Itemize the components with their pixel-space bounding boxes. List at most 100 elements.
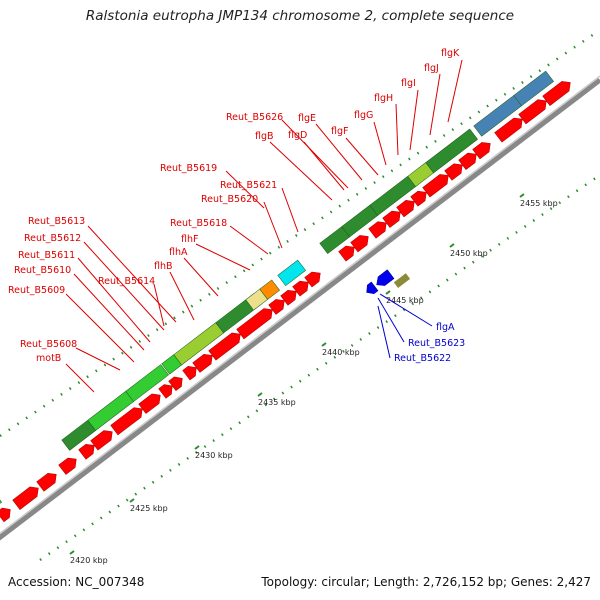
leader-line-red-5 xyxy=(345,137,379,176)
gene-label-red-6: Reut_B5626 xyxy=(226,112,283,123)
track-block-3 xyxy=(125,364,169,402)
gene-label-red-4: flgG xyxy=(354,110,373,121)
track-block-9 xyxy=(277,259,306,287)
gene-label-red-13: Reut_B5613 xyxy=(28,216,85,227)
gene-label-red-2: flgI xyxy=(401,78,416,89)
leader-line-red-12 xyxy=(263,201,283,249)
forward-gene-4 xyxy=(58,457,77,475)
leader-line-red-8 xyxy=(303,141,345,191)
forward-gene-7 xyxy=(110,407,143,436)
reverse-gene-0 xyxy=(366,281,379,295)
forward-gene-27 xyxy=(458,152,477,170)
forward-gene-9 xyxy=(158,384,173,399)
leader-line-red-22 xyxy=(65,293,135,363)
leader-line-red-15 xyxy=(83,241,165,331)
leader-line-red-9 xyxy=(269,141,333,201)
forward-gene-13 xyxy=(208,332,241,361)
kbp-label-0: 2420 kbp xyxy=(70,556,108,565)
forward-gene-21 xyxy=(368,221,387,239)
reverse-genes[interactable] xyxy=(363,80,600,297)
forward-gene-17 xyxy=(292,280,309,297)
leader-line-blue-1 xyxy=(377,297,405,343)
leader-line-red-24 xyxy=(65,363,95,393)
forward-gene-23 xyxy=(396,200,415,218)
leader-line-red-4 xyxy=(373,121,387,166)
gene-label-red-15: Reut_B5612 xyxy=(24,233,81,244)
gene-label-red-1: flgJ xyxy=(424,63,439,74)
forward-gene-6 xyxy=(90,430,113,451)
kbp-label-1: 2425 kbp xyxy=(130,504,168,513)
forward-gene-26 xyxy=(444,163,463,181)
forward-gene-5 xyxy=(78,443,95,460)
gene-label-red-17: flhA xyxy=(169,247,188,258)
kbp-tick-5 xyxy=(385,290,391,295)
leader-line-red-13 xyxy=(87,225,177,323)
gene-label-red-12: Reut_B5620 xyxy=(201,194,258,205)
forward-gene-12 xyxy=(192,354,213,373)
leader-line-blue-2 xyxy=(377,305,391,359)
gene-label-red-10: Reut_B5619 xyxy=(160,163,217,174)
forward-gene-22 xyxy=(382,210,401,228)
leader-line-red-19 xyxy=(169,271,195,321)
gene-label-blue-2: Reut_B5622 xyxy=(394,353,451,364)
forward-gene-24 xyxy=(410,190,427,207)
gene-label-red-22: Reut_B5609 xyxy=(8,285,65,296)
kbp-scale: 2420 kbp 2425 kbp 2430 kbp 2435 kbp 2440 kbp… xyxy=(69,193,558,565)
leader-line-red-18 xyxy=(77,257,151,343)
sequence-backbone xyxy=(0,75,600,541)
gene-label-red-16: flhF xyxy=(181,234,198,245)
forward-gene-25 xyxy=(422,174,449,198)
leader-line-red-20 xyxy=(73,273,145,351)
forward-gene-29 xyxy=(494,117,523,143)
forward-gene-14 xyxy=(236,308,273,340)
forward-gene-2 xyxy=(12,486,39,510)
kbp-label-7: 2455 kbp xyxy=(520,199,558,208)
kbp-tick-3 xyxy=(257,392,263,397)
gene-label-red-23: Reut_B5608 xyxy=(20,339,77,350)
gene-label-red-18: Reut_B5611 xyxy=(18,250,75,261)
forward-genes[interactable] xyxy=(0,78,574,530)
leader-line-red-23 xyxy=(75,347,121,371)
forward-gene-10 xyxy=(168,376,183,392)
reverse-gene-1 xyxy=(376,269,395,286)
gene-label-red-14: Reut_B5618 xyxy=(170,218,227,229)
kbp-label-2: 2430 kbp xyxy=(195,451,233,460)
feature-track[interactable] xyxy=(0,70,554,514)
kbp-label-5: 2445 kbp xyxy=(386,296,424,305)
track-block-8 xyxy=(259,279,280,300)
gene-labels-reverse[interactable]: flgA Reut_B5623 Reut_B5622 xyxy=(377,293,465,364)
forward-gene-1 xyxy=(0,507,11,523)
gene-label-red-19: flhB xyxy=(154,261,173,272)
forward-gene-19 xyxy=(338,245,355,262)
kbp-tick-4 xyxy=(321,342,327,347)
gene-label-red-8: flgD xyxy=(288,130,307,141)
kbp-label-3: 2435 kbp xyxy=(258,398,296,407)
forward-gene-16 xyxy=(280,289,297,306)
kbp-tick-7 xyxy=(519,193,525,198)
map-title: Ralstonia eutropha JMP134 chromosome 2, … xyxy=(85,8,515,24)
gene-label-blue-0: flgA xyxy=(436,322,455,333)
forward-gene-11 xyxy=(182,366,197,381)
kbp-tick-6 xyxy=(449,243,455,248)
accession-label: Accession: NC_007348 xyxy=(8,575,145,589)
leader-line-blue-0 xyxy=(379,293,433,327)
kbp-tick-1 xyxy=(129,498,135,503)
forward-gene-30 xyxy=(518,99,547,125)
reverse-feature-marker xyxy=(393,273,411,289)
track-block-16 xyxy=(513,70,554,107)
leader-line-red-14 xyxy=(229,225,269,255)
gene-label-red-24: motB xyxy=(36,353,61,364)
leader-line-red-6 xyxy=(281,119,349,189)
kbp-tick-0 xyxy=(69,550,75,555)
leader-line-red-0 xyxy=(447,59,463,123)
leader-line-red-7 xyxy=(315,123,363,181)
forward-gene-3 xyxy=(36,472,57,492)
forward-gene-20 xyxy=(350,235,369,253)
genome-summary: Topology: circular; Length: 2,726,152 bp… xyxy=(261,575,591,589)
forward-gene-28 xyxy=(472,142,491,160)
gene-label-red-20: Reut_B5610 xyxy=(14,265,71,276)
gene-label-red-11: Reut_B5621 xyxy=(220,180,277,191)
leader-line-red-11 xyxy=(281,187,299,233)
